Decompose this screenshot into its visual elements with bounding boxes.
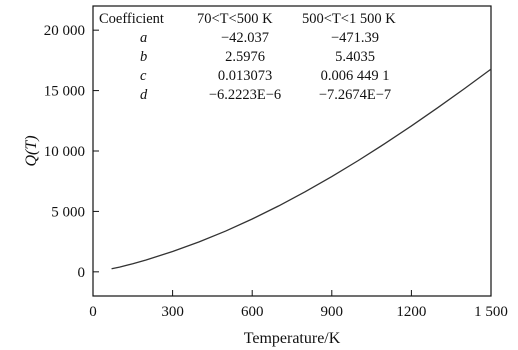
plot-frame bbox=[92, 5, 492, 297]
table-row-a-val2: −471.39 bbox=[331, 30, 379, 46]
x-tick-label: 300 bbox=[161, 304, 184, 320]
x-tick-label: 600 bbox=[241, 304, 264, 320]
table-row-d-val2: −7.2674E−7 bbox=[319, 87, 391, 103]
series-layer bbox=[111, 68, 492, 270]
x-tick-label: 0 bbox=[89, 304, 97, 320]
x-axis-title: Temperature/K bbox=[244, 330, 341, 347]
y-tick-label: 0 bbox=[78, 265, 86, 281]
table-header-range-1: 70<T<500 K bbox=[197, 11, 273, 27]
table-row-b-val1: 2.5976 bbox=[225, 49, 265, 65]
coefficient-table: Coefficient 70<T<500 K 500<T<1 500 K a −… bbox=[99, 11, 396, 103]
series-line-0 bbox=[111, 68, 492, 270]
y-tick-label: 20 000 bbox=[44, 23, 85, 39]
table-header-coefficient: Coefficient bbox=[99, 11, 164, 27]
table-row-b-val2: 5.4035 bbox=[335, 49, 375, 65]
y-tick-label: 10 000 bbox=[44, 144, 85, 160]
table-row-a-name: a bbox=[140, 30, 147, 46]
table-row-c-name: c bbox=[140, 68, 147, 84]
table-row-c-val1: 0.013073 bbox=[218, 68, 272, 84]
table-row-d-name: d bbox=[140, 87, 148, 103]
x-tick-label: 1 500 bbox=[474, 304, 508, 320]
table-row-d-val1: −6.2223E−6 bbox=[209, 87, 281, 103]
table-row-b-name: b bbox=[140, 49, 147, 65]
table-row-c-val2: 0.006 449 1 bbox=[321, 68, 390, 84]
x-tick-label: 1200 bbox=[396, 304, 426, 320]
y-axis-title: Q(T) bbox=[23, 135, 40, 166]
table-header-range-2: 500<T<1 500 K bbox=[302, 11, 396, 27]
table-row-a-val1: −42.037 bbox=[221, 30, 269, 46]
y-tick-label: 5 000 bbox=[51, 204, 85, 220]
y-tick-label: 15 000 bbox=[44, 84, 85, 100]
x-axis-ticks: 0 300 600 900 1200 1 500 bbox=[89, 290, 508, 320]
y-axis-ticks: 0 5 000 10 000 15 000 20 000 bbox=[44, 23, 99, 281]
x-tick-label: 900 bbox=[321, 304, 344, 320]
